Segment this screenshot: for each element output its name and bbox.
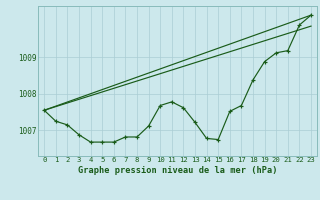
X-axis label: Graphe pression niveau de la mer (hPa): Graphe pression niveau de la mer (hPa): [78, 166, 277, 175]
